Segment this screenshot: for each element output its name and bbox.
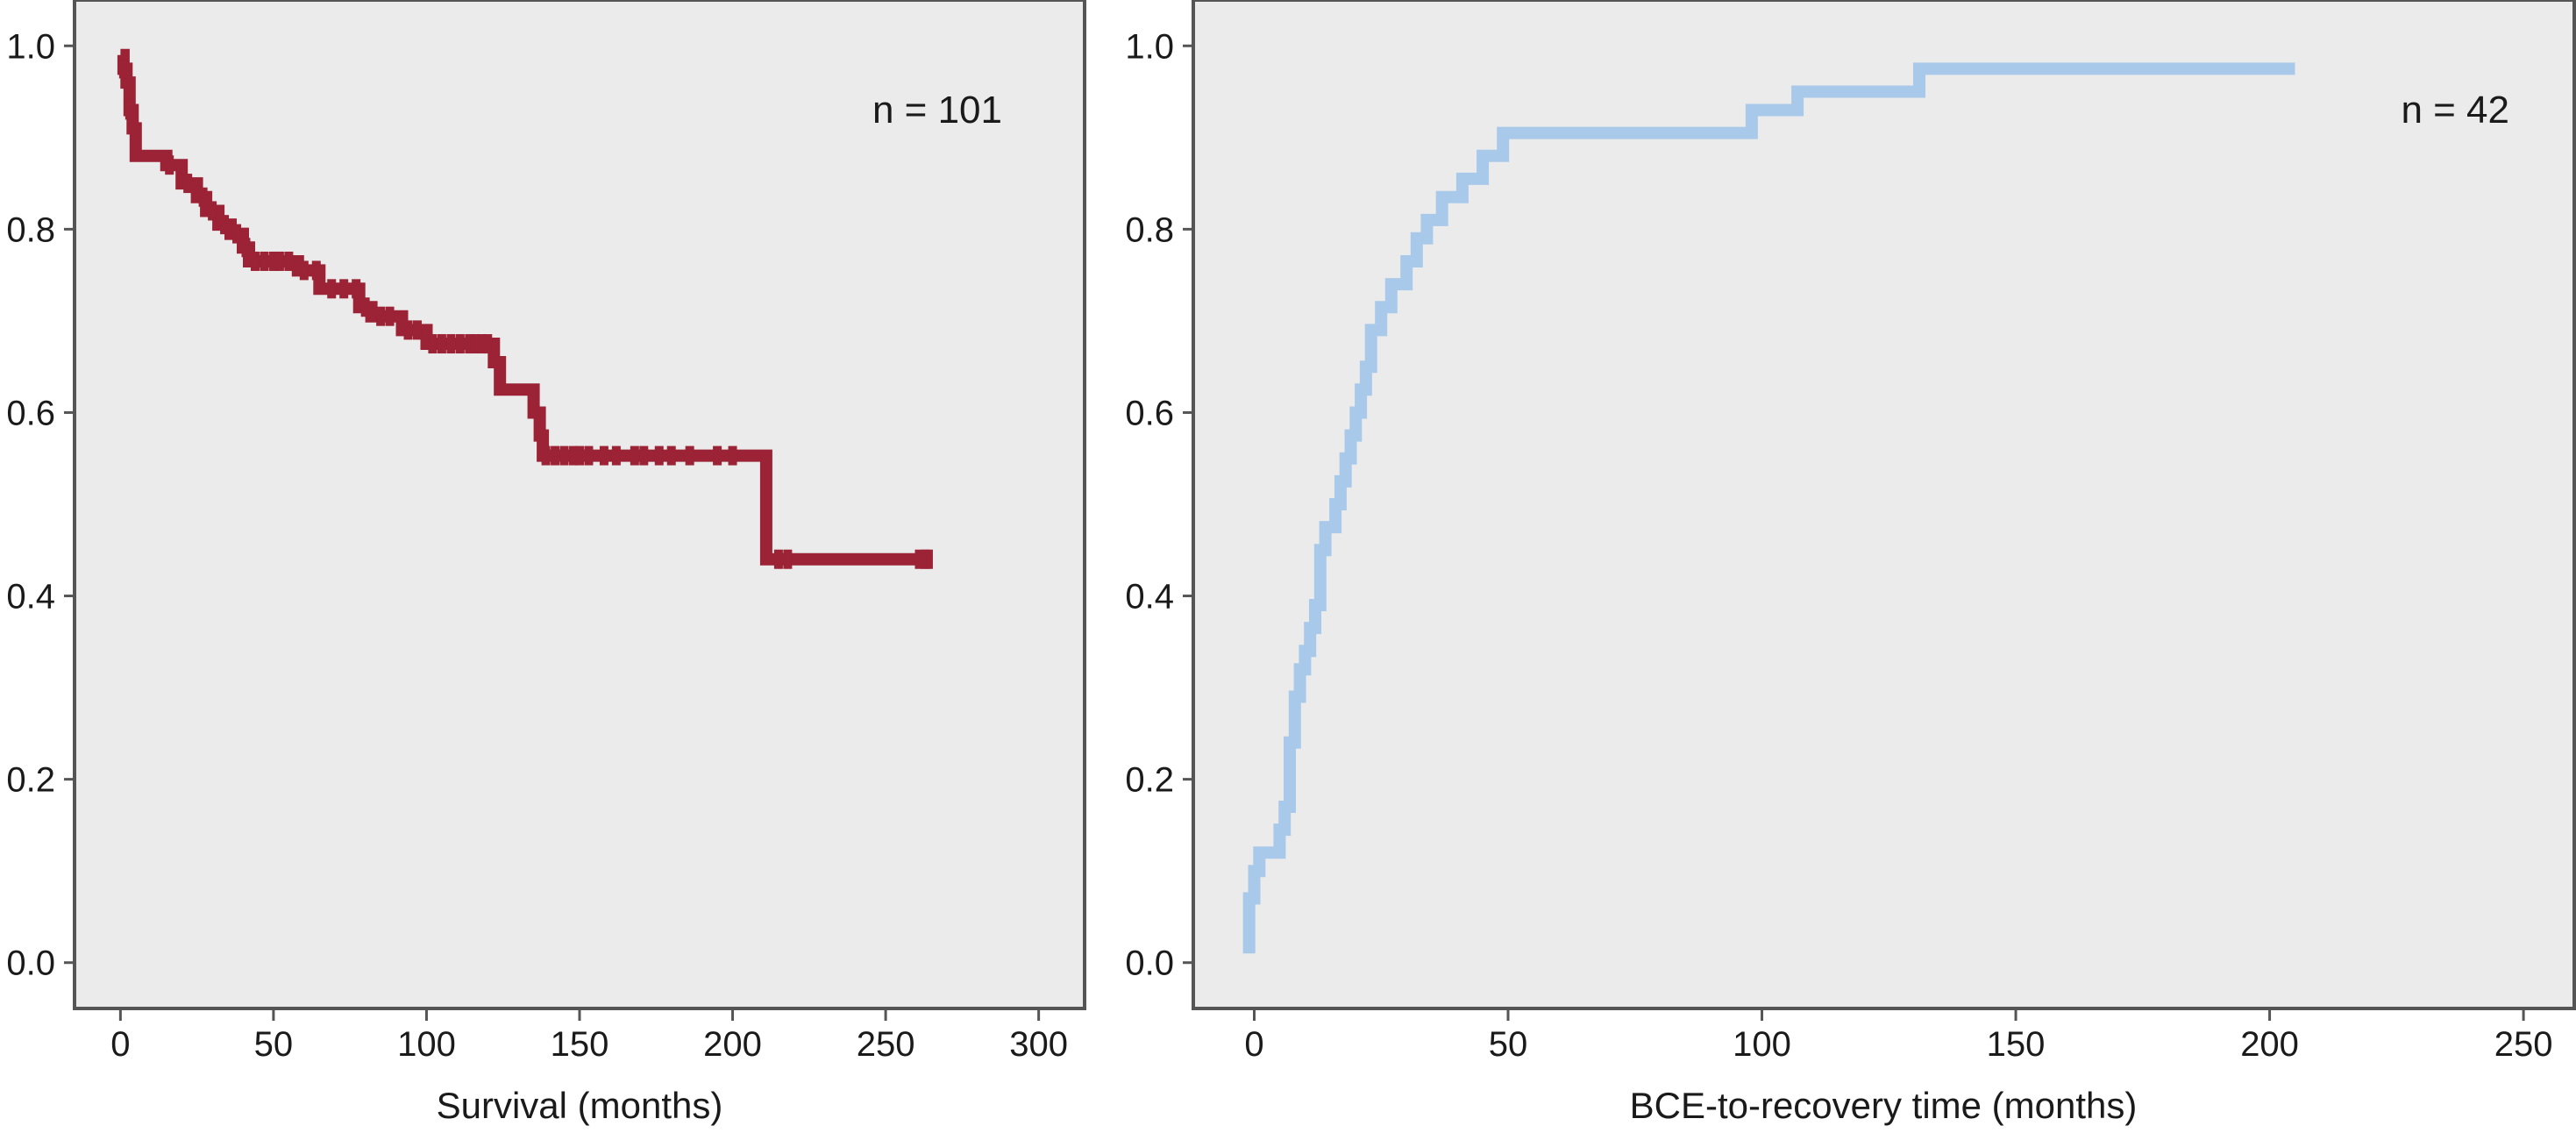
censor-mark <box>183 174 193 194</box>
censor-mark <box>551 445 560 466</box>
censor-mark <box>477 334 487 354</box>
censor-mark <box>559 445 569 466</box>
censor-mark <box>327 279 337 299</box>
censor-mark <box>220 215 230 235</box>
survival-sample-size: n = 101 <box>872 89 1002 132</box>
censor-mark <box>446 334 456 354</box>
x-tick-label: 250 <box>2494 1025 2553 1064</box>
x-tick-label: 100 <box>1733 1025 1791 1064</box>
censor-mark <box>250 251 260 271</box>
survival-y-axis: 0.0 0.2 0.4 0.6 0.8 1.0 <box>6 27 75 983</box>
y-tick-label: 0.2 <box>6 761 55 800</box>
censor-mark <box>914 549 924 569</box>
censor-mark <box>198 187 208 207</box>
censor-mark <box>685 445 694 466</box>
y-tick-label: 0.8 <box>6 210 55 249</box>
survival-x-axis-title: Survival (months) <box>437 1085 723 1126</box>
censor-mark <box>437 334 446 354</box>
censor-mark <box>923 549 933 569</box>
recovery-sample-size: n = 42 <box>2401 89 2509 132</box>
censor-mark <box>575 445 584 466</box>
censor-mark <box>639 445 649 466</box>
censor-mark <box>385 306 395 326</box>
censor-mark <box>274 251 284 271</box>
y-tick-label: 0.6 <box>1125 394 1174 432</box>
censor-mark <box>208 201 217 221</box>
censor-mark <box>654 445 664 466</box>
recovery-y-axis: 0.0 0.2 0.4 0.6 0.8 1.0 <box>1125 27 1193 983</box>
censor-mark <box>232 224 242 244</box>
y-tick-label: 1.0 <box>6 27 55 66</box>
recovery-plot-area <box>1192 0 2576 1010</box>
censor-mark <box>339 279 349 299</box>
y-tick-label: 1.0 <box>1125 27 1174 66</box>
censor-mark <box>713 445 722 466</box>
recovery-panel: 0.0 0.2 0.4 0.6 0.8 1.0 0 50 100 150 200 250 n = 4… <box>1125 0 2576 1126</box>
censor-mark <box>783 549 793 569</box>
censor-mark <box>412 320 422 340</box>
censor-mark <box>428 334 438 354</box>
censor-mark <box>352 279 361 299</box>
y-tick-label: 0.6 <box>6 394 55 432</box>
censor-mark <box>125 100 134 120</box>
censor-mark <box>569 445 579 466</box>
censor-mark <box>471 334 480 354</box>
censor-mark <box>483 334 493 354</box>
censor-mark <box>284 251 294 271</box>
survival-panel: 0.0 0.2 0.4 0.6 0.8 1.0 0 50 100 150 200 250 300 n … <box>6 0 1086 1126</box>
x-tick-label: 250 <box>857 1025 915 1064</box>
recovery-x-axis-title: BCE-to-recovery time (months) <box>1630 1085 2138 1126</box>
censor-mark <box>611 445 621 466</box>
censor-mark <box>465 334 474 354</box>
censor-mark <box>311 260 321 281</box>
x-tick-label: 100 <box>397 1025 456 1064</box>
x-tick-label: 0 <box>1244 1025 1263 1064</box>
censor-mark <box>728 445 737 466</box>
x-tick-label: 50 <box>1489 1025 1528 1064</box>
y-tick-label: 0.4 <box>6 578 55 616</box>
x-tick-label: 150 <box>551 1025 609 1064</box>
censor-mark <box>666 445 676 466</box>
censor-mark <box>455 334 465 354</box>
recovery-x-axis: 0 50 100 150 200 250 <box>1244 1008 2552 1064</box>
censor-mark <box>403 320 413 340</box>
censor-mark <box>241 238 251 258</box>
censor-mark <box>118 59 128 79</box>
recovery-curve <box>1242 62 2295 954</box>
censor-mark <box>541 445 551 466</box>
censor-mark <box>360 297 370 317</box>
censor-mark <box>773 549 783 569</box>
censor-mark <box>299 260 309 281</box>
censor-mark <box>376 306 386 326</box>
y-tick-label: 0.2 <box>1125 761 1174 800</box>
x-tick-label: 150 <box>1987 1025 2046 1064</box>
x-tick-label: 50 <box>254 1025 294 1064</box>
censor-mark <box>584 445 594 466</box>
survival-plot-area <box>73 0 1086 1010</box>
y-tick-label: 0.4 <box>1125 578 1174 616</box>
y-tick-label: 0.8 <box>1125 210 1174 249</box>
censor-mark <box>630 445 639 466</box>
x-tick-label: 300 <box>1009 1025 1068 1064</box>
x-tick-label: 200 <box>703 1025 762 1064</box>
x-tick-label: 0 <box>110 1025 130 1064</box>
censor-mark <box>165 155 174 175</box>
y-tick-label: 0.0 <box>1125 944 1174 983</box>
survival-censor-marks <box>118 59 933 569</box>
censor-mark <box>260 251 269 271</box>
survival-x-axis: 0 50 100 150 200 250 300 <box>110 1008 1068 1064</box>
censor-mark <box>268 251 278 271</box>
censor-mark <box>599 445 608 466</box>
x-tick-label: 200 <box>2240 1025 2299 1064</box>
y-tick-label: 0.0 <box>6 944 55 983</box>
